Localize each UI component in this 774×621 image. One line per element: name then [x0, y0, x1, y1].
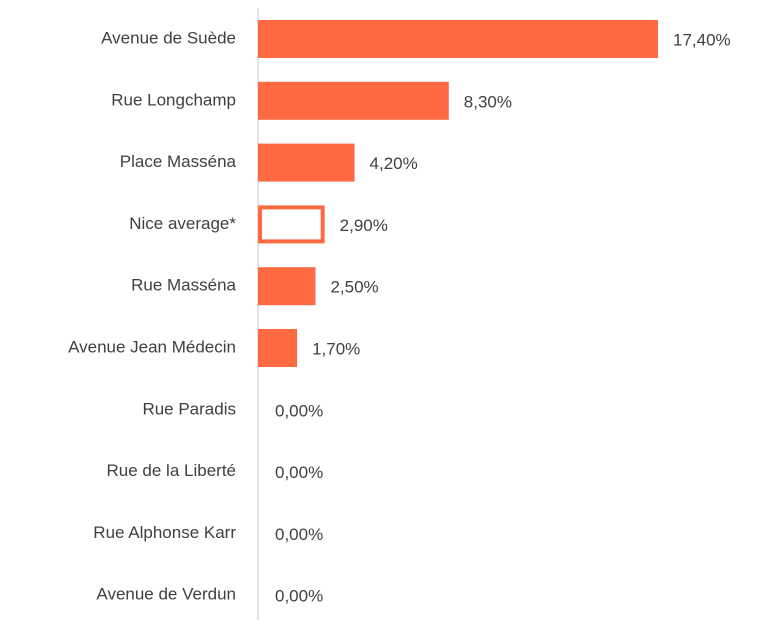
- value-label: 2,50%: [330, 278, 378, 297]
- category-label: Nice average*: [129, 214, 236, 233]
- category-label: Avenue Jean Médecin: [68, 337, 236, 356]
- value-label: 1,70%: [312, 339, 360, 358]
- bar: [258, 205, 325, 244]
- value-label: 0,00%: [275, 525, 323, 544]
- bar: [258, 20, 658, 58]
- bar: [258, 81, 449, 120]
- category-label: Avenue de Suède: [101, 28, 236, 47]
- value-label: 8,30%: [464, 92, 512, 111]
- bar: [258, 329, 298, 367]
- bar: [258, 267, 316, 306]
- bar: [258, 143, 355, 182]
- value-label: 4,20%: [370, 154, 418, 173]
- category-label: Rue Masséna: [131, 276, 236, 295]
- value-label: 2,90%: [340, 216, 388, 235]
- value-label: 0,00%: [275, 463, 323, 482]
- category-label: Rue de la Liberté: [107, 461, 236, 480]
- value-label: 0,00%: [275, 587, 323, 606]
- value-label: 17,40%: [673, 30, 731, 49]
- category-label: Avenue de Verdun: [96, 585, 236, 604]
- category-label: Rue Paradis: [142, 399, 236, 418]
- value-label: 0,00%: [275, 401, 323, 420]
- category-label: Rue Alphonse Karr: [93, 523, 236, 542]
- category-label: Rue Longchamp: [111, 90, 236, 109]
- category-label: Place Masséna: [120, 152, 237, 171]
